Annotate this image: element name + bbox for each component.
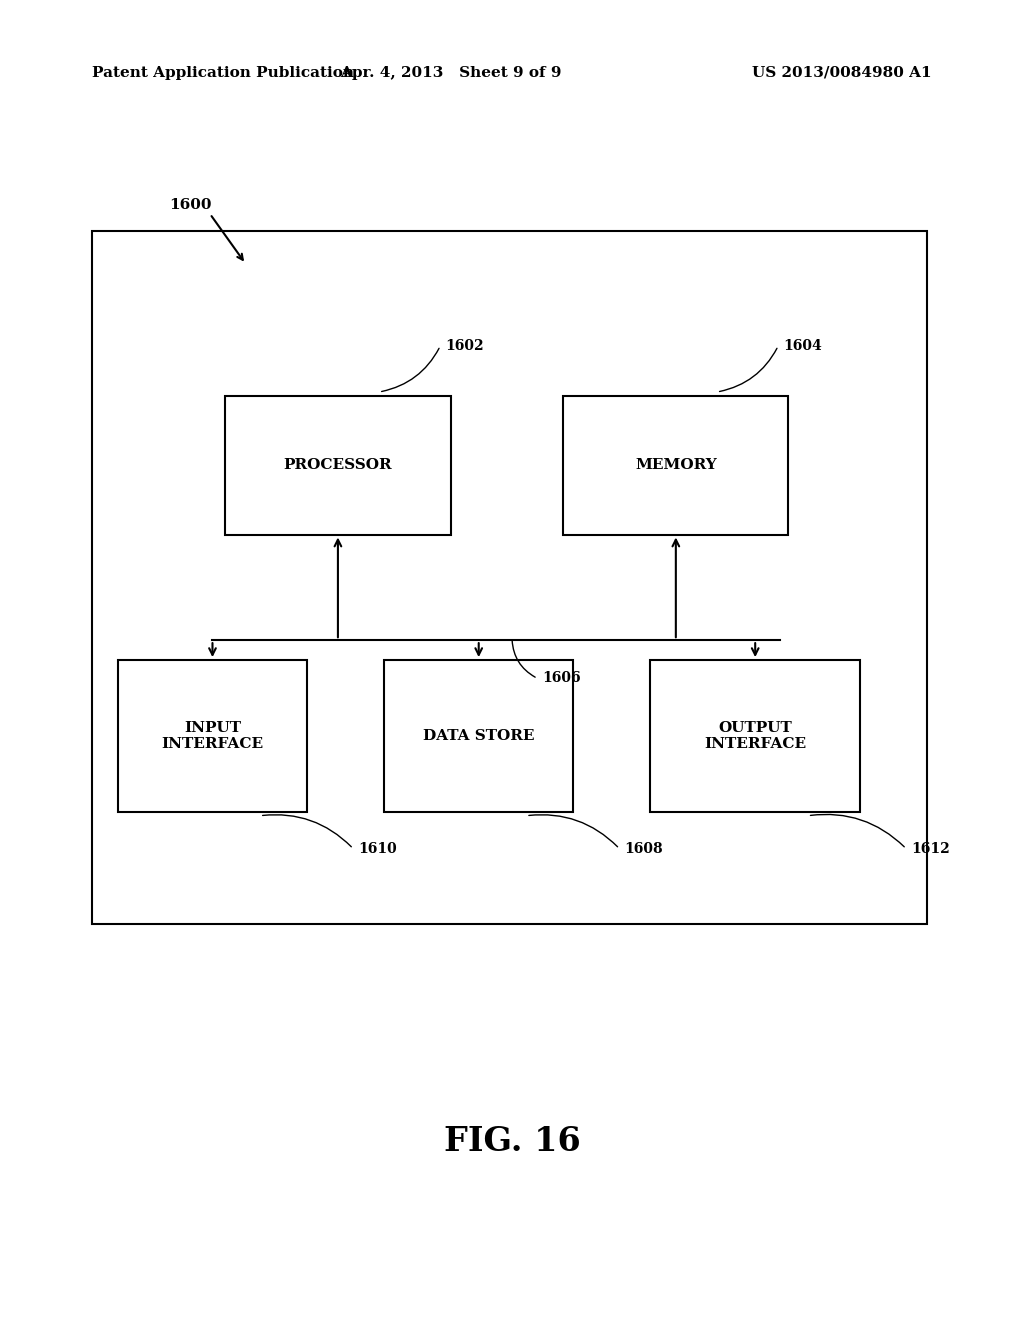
Text: 1608: 1608 — [625, 842, 664, 855]
Bar — [225, 396, 451, 535]
Text: 1604: 1604 — [783, 339, 822, 352]
Text: PROCESSOR: PROCESSOR — [284, 458, 392, 473]
Text: MEMORY: MEMORY — [635, 458, 717, 473]
Text: FIG. 16: FIG. 16 — [443, 1125, 581, 1159]
Bar — [118, 660, 307, 812]
Text: INPUT
INTERFACE: INPUT INTERFACE — [162, 721, 263, 751]
Text: 1606: 1606 — [543, 672, 582, 685]
Text: 1612: 1612 — [911, 842, 950, 855]
Text: US 2013/0084980 A1: US 2013/0084980 A1 — [753, 66, 932, 79]
Text: DATA STORE: DATA STORE — [423, 729, 535, 743]
Bar — [650, 660, 860, 812]
Text: 1610: 1610 — [358, 842, 397, 855]
Bar — [563, 396, 788, 535]
Text: 1602: 1602 — [445, 339, 484, 352]
Text: Patent Application Publication: Patent Application Publication — [92, 66, 354, 79]
Bar — [384, 660, 573, 812]
Text: OUTPUT
INTERFACE: OUTPUT INTERFACE — [705, 721, 806, 751]
Text: Apr. 4, 2013   Sheet 9 of 9: Apr. 4, 2013 Sheet 9 of 9 — [340, 66, 561, 79]
Text: 1600: 1600 — [169, 198, 212, 211]
Bar — [92, 231, 927, 924]
